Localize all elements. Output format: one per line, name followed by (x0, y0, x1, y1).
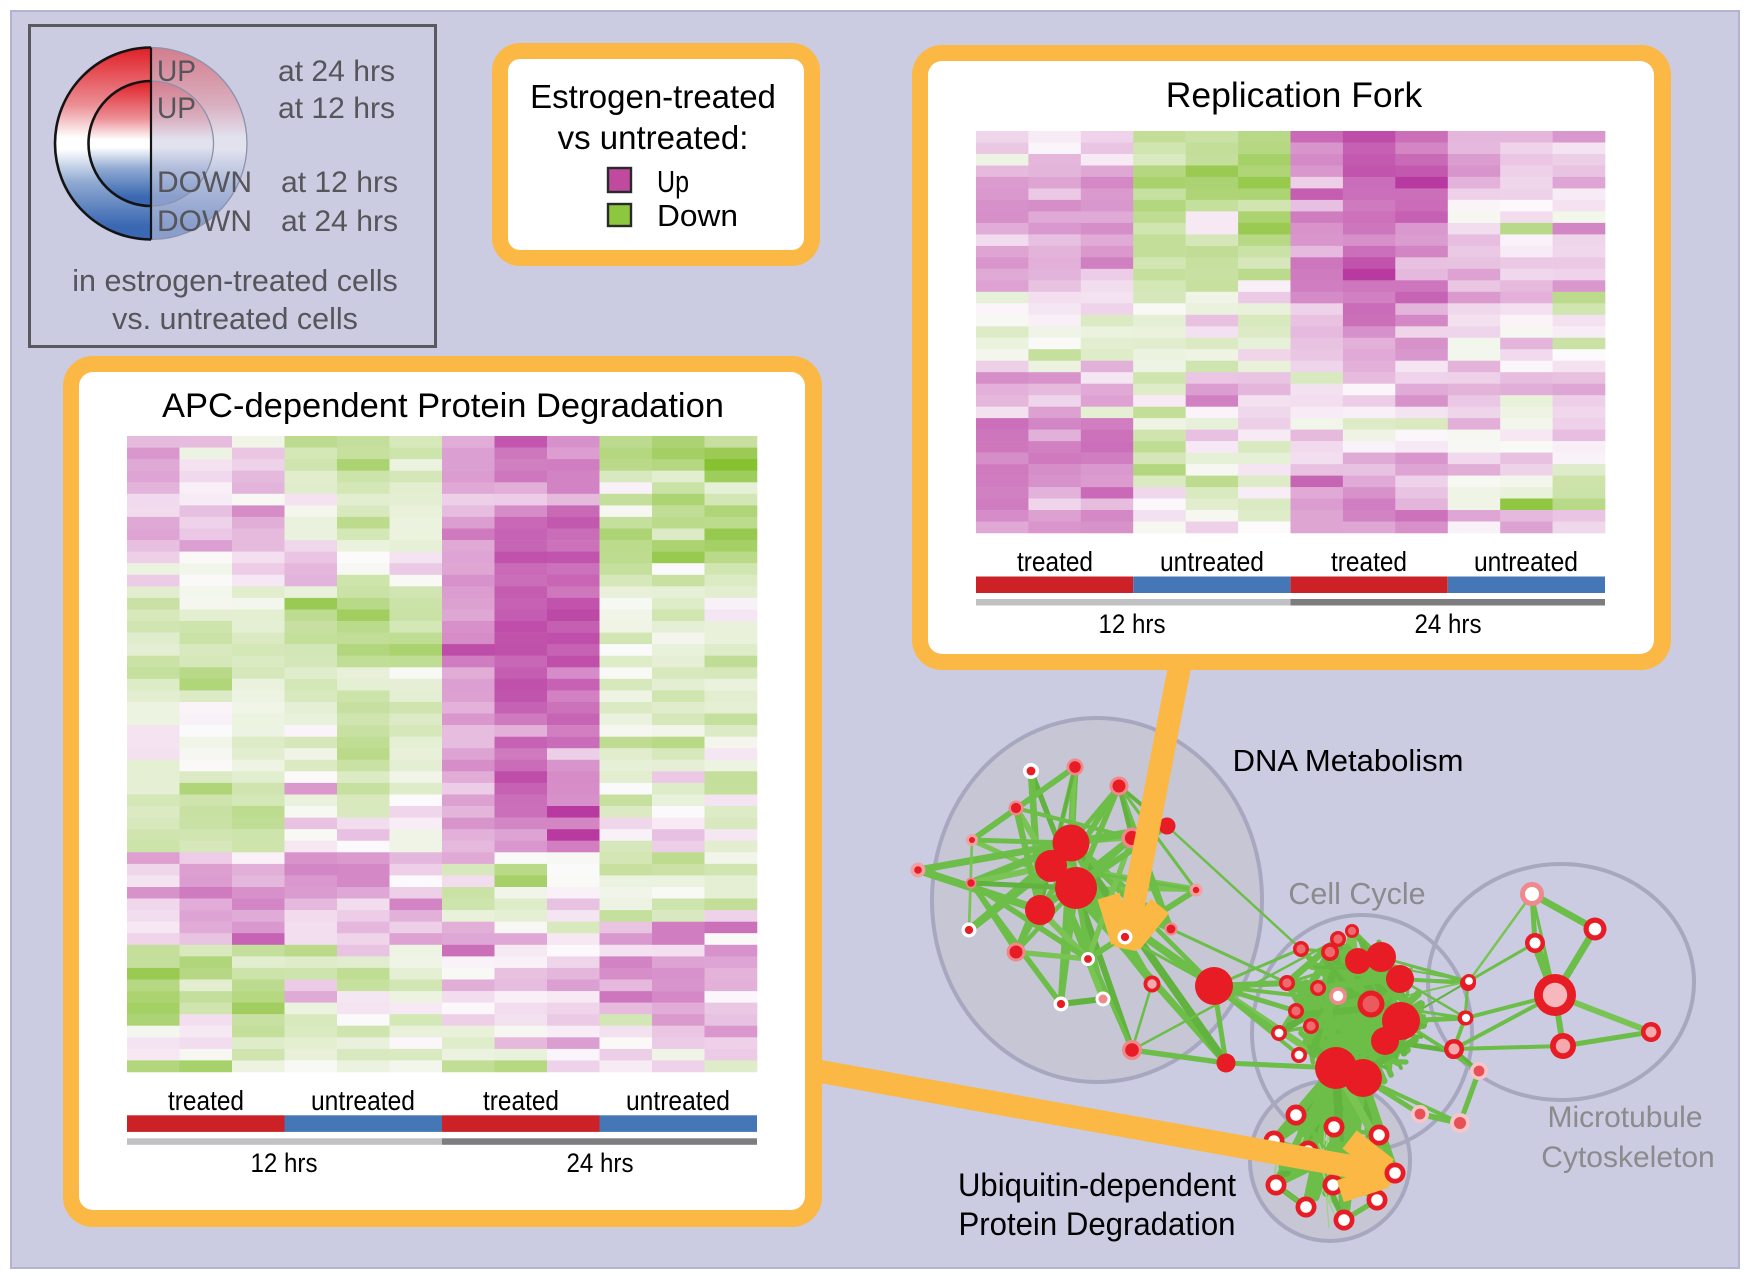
svg-text:at 12 hrs: at 12 hrs (281, 166, 398, 199)
svg-text:DNA Metabolism: DNA Metabolism (1233, 743, 1464, 778)
svg-text:treated: treated (168, 1085, 244, 1116)
svg-text:untreated: untreated (1474, 546, 1578, 577)
svg-text:12 hrs: 12 hrs (251, 1148, 318, 1178)
svg-text:treated: treated (1331, 546, 1407, 577)
svg-text:Estrogen-treated: Estrogen-treated (530, 78, 776, 115)
svg-text:vs untreated:: vs untreated: (558, 119, 749, 156)
svg-text:UP: UP (157, 55, 196, 88)
svg-text:untreated: untreated (311, 1085, 415, 1116)
svg-text:24 hrs: 24 hrs (567, 1148, 634, 1178)
svg-text:DOWN: DOWN (157, 205, 252, 238)
svg-text:UP: UP (157, 92, 196, 125)
svg-text:APC-dependent Protein Degradat: APC-dependent Protein Degradation (162, 387, 724, 425)
svg-text:untreated: untreated (1160, 546, 1264, 577)
svg-text:vs. untreated cells: vs. untreated cells (112, 302, 358, 336)
svg-text:24 hrs: 24 hrs (1415, 609, 1482, 639)
svg-text:Up: Up (657, 164, 689, 199)
svg-text:Cytoskeleton: Cytoskeleton (1541, 1141, 1714, 1174)
svg-text:Microtubule: Microtubule (1547, 1101, 1702, 1134)
svg-text:at 24 hrs: at 24 hrs (281, 205, 398, 238)
svg-text:12 hrs: 12 hrs (1099, 609, 1166, 639)
svg-text:DOWN: DOWN (157, 166, 252, 199)
svg-text:treated: treated (483, 1085, 559, 1116)
svg-text:Cell Cycle: Cell Cycle (1288, 877, 1425, 911)
svg-text:Ubiquitin-dependent: Ubiquitin-dependent (958, 1167, 1236, 1203)
svg-text:treated: treated (1017, 546, 1093, 577)
svg-text:Down: Down (657, 198, 738, 233)
svg-text:at 24 hrs: at 24 hrs (278, 55, 395, 88)
svg-text:Protein Degradation: Protein Degradation (959, 1206, 1236, 1242)
svg-text:at 12 hrs: at 12 hrs (278, 92, 395, 125)
svg-text:in estrogen-treated cells: in estrogen-treated cells (72, 264, 398, 298)
svg-text:untreated: untreated (626, 1085, 730, 1116)
svg-text:Replication Fork: Replication Fork (1166, 75, 1423, 115)
